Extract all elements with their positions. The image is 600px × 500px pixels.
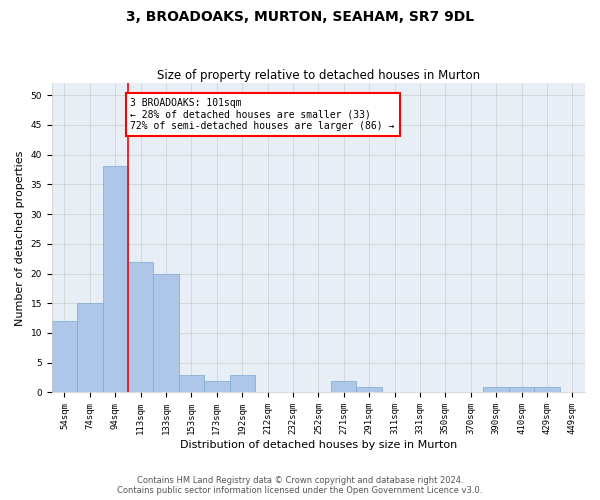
Bar (230, 374, 255, 392)
Title: Size of property relative to detached houses in Murton: Size of property relative to detached ho… (157, 69, 480, 82)
Bar (179, 374, 204, 392)
Text: 3, BROADOAKS, MURTON, SEAHAM, SR7 9DL: 3, BROADOAKS, MURTON, SEAHAM, SR7 9DL (126, 10, 474, 24)
Bar (204, 380, 230, 392)
Bar (484, 386, 509, 392)
Bar (331, 380, 356, 392)
Bar (534, 386, 560, 392)
Bar (509, 386, 534, 392)
Bar (356, 386, 382, 392)
Y-axis label: Number of detached properties: Number of detached properties (15, 150, 25, 326)
Text: 3 BROADOAKS: 101sqm
← 28% of detached houses are smaller (33)
72% of semi-detach: 3 BROADOAKS: 101sqm ← 28% of detached ho… (130, 98, 395, 131)
Bar (128, 262, 154, 392)
X-axis label: Distribution of detached houses by size in Murton: Distribution of detached houses by size … (180, 440, 457, 450)
Bar (77, 303, 103, 392)
Bar (103, 166, 128, 392)
Bar (154, 274, 179, 392)
Text: Contains HM Land Registry data © Crown copyright and database right 2024.
Contai: Contains HM Land Registry data © Crown c… (118, 476, 482, 495)
Bar (52, 321, 77, 392)
